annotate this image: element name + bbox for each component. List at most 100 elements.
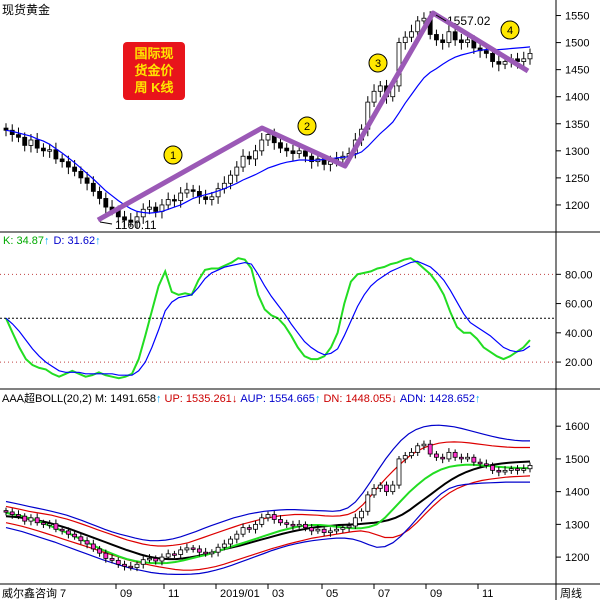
candle-down [53, 149, 59, 160]
candle-up [178, 192, 184, 202]
kd-header: K: 34.87↑ D: 31.62↑ [3, 235, 101, 247]
candle-down [190, 547, 196, 550]
candle-down [458, 39, 464, 43]
candle-up [178, 549, 184, 555]
candle-down [153, 558, 159, 562]
candle-up [421, 443, 427, 447]
x-tick-label: 11 [482, 588, 493, 600]
candle-down [128, 219, 134, 223]
x-tick-label: 09 [430, 588, 442, 600]
candle-down [122, 563, 127, 567]
candle-down [153, 206, 159, 212]
candle-down [278, 519, 283, 524]
candle-up [327, 530, 333, 533]
candle-down [496, 469, 502, 473]
y-tick-label: 80.00 [565, 269, 593, 281]
candle-down [103, 552, 109, 559]
candle-up [215, 188, 221, 198]
kd-k-arrow: ↑ [44, 235, 50, 247]
candle-down [78, 170, 84, 179]
wave-trendline [96, 10, 530, 223]
candle-down [246, 527, 252, 530]
candle-up [421, 17, 427, 22]
candle-down [34, 517, 40, 524]
x-tick-label: 07 [378, 588, 390, 600]
candle-up [521, 58, 527, 62]
y-tick-label: 1300 [565, 519, 589, 531]
candle-up [165, 553, 171, 558]
candle-up [371, 90, 377, 103]
high-pointer [435, 14, 447, 22]
boll-up-label: UP: 1535.261 [165, 393, 232, 405]
candle-down [452, 31, 458, 41]
candle-up [334, 528, 340, 532]
candle-up [315, 528, 321, 532]
candle-up [134, 563, 140, 568]
candle-up [140, 559, 146, 565]
wave-marker-circle [500, 20, 520, 40]
candle-up [47, 149, 53, 152]
candle-down [41, 522, 46, 525]
candle-up [377, 484, 383, 489]
candle-down [452, 451, 458, 458]
y-tick-label: 1200 [565, 552, 589, 564]
candle-down [97, 548, 102, 554]
candle-down [34, 139, 40, 149]
candle-up [390, 484, 396, 493]
candle-down [84, 177, 90, 184]
badge-line-3: 周 K线 [134, 80, 173, 95]
candle-up [296, 150, 302, 154]
candle-down [78, 536, 84, 542]
candle-down [483, 463, 489, 466]
candle-down [172, 553, 177, 556]
candle-up [527, 53, 533, 60]
candle-down [90, 543, 96, 550]
candle-up [259, 517, 265, 525]
y-tick-label: 40.00 [565, 328, 593, 340]
candle-down [203, 196, 209, 200]
candle-down [284, 147, 290, 152]
boll-dn-arrow: ↓ [391, 393, 397, 405]
boll-adn-arrow: ↑ [475, 393, 481, 405]
wave-marker-circle [163, 145, 183, 165]
y-tick-label: 1200 [565, 200, 589, 212]
candle-up [502, 61, 508, 65]
candle-down [3, 510, 9, 513]
footer-period: 周线 [560, 586, 582, 600]
y-tick-label: 1500 [565, 454, 589, 466]
candle-up [234, 166, 240, 176]
candle-up [296, 523, 302, 527]
candle-down [203, 551, 209, 555]
x-tick-label: 05 [326, 588, 338, 600]
y-tick-label: 1500 [565, 38, 589, 50]
candle-down [434, 34, 439, 41]
candle-down [278, 142, 283, 149]
candle-up [28, 139, 34, 146]
wave-marker-label: 2 [304, 121, 310, 133]
candle-down [271, 514, 277, 520]
candle-up [415, 20, 421, 33]
candle-up [465, 456, 471, 460]
candle-down [246, 155, 252, 160]
candle-up [253, 523, 258, 530]
series-line-d [5, 260, 531, 376]
candle-down [90, 182, 96, 192]
candle-down [65, 161, 71, 168]
candle-down [490, 53, 495, 62]
candle-down [97, 191, 102, 199]
series-line-m [5, 460, 531, 561]
y-tick-label: 1400 [565, 487, 589, 499]
candle-up [446, 451, 452, 460]
candle-up [340, 527, 346, 530]
x-tick-label: 2019/01 [220, 588, 260, 600]
candle-up [47, 523, 53, 526]
candle-up [165, 199, 171, 206]
candle-down [72, 533, 78, 538]
series-line-aup [5, 424, 530, 542]
boll-panel: 1600 1500 1400 1300 1200 [3, 421, 589, 576]
candle-down [483, 50, 489, 54]
candle-down [103, 198, 109, 208]
boll-adn-label: ADN: 1428.652 [400, 393, 475, 405]
month-labels: 09 11 2019/01 03 05 07 09 11 [115, 584, 493, 600]
